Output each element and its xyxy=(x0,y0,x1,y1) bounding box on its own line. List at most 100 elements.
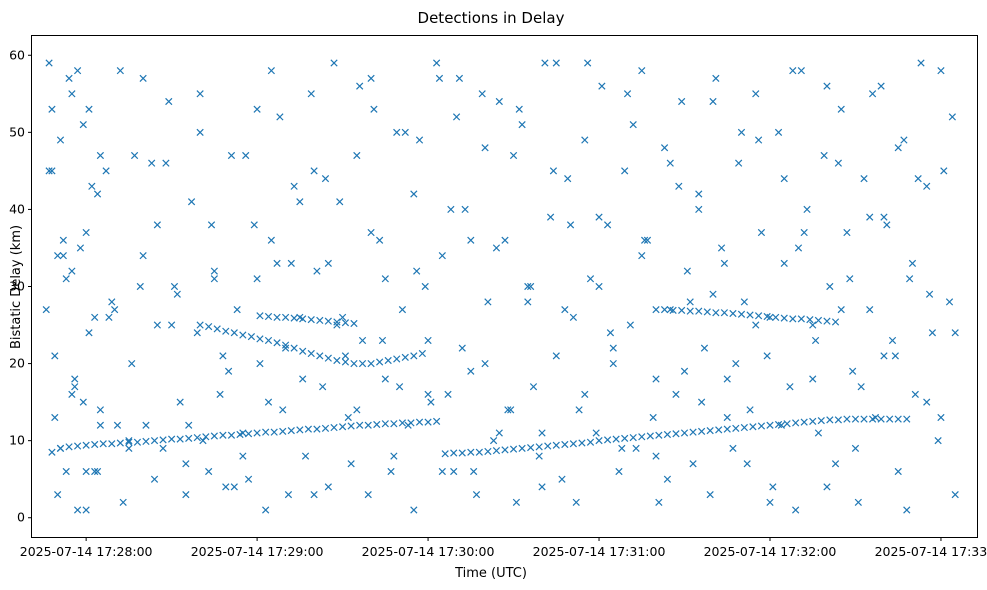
scatter-marker xyxy=(378,336,387,345)
scatter-marker xyxy=(96,421,105,429)
scatter-marker xyxy=(518,121,526,129)
scatter-marker xyxy=(227,151,236,160)
track-marker xyxy=(350,319,358,328)
track-marker xyxy=(800,418,808,426)
track-marker xyxy=(185,434,193,442)
scatter-marker xyxy=(253,105,261,113)
y-tick-label: 20 xyxy=(9,356,25,371)
scatter-marker xyxy=(729,444,737,452)
scatter-marker xyxy=(572,498,580,506)
scatter-marker xyxy=(501,236,509,244)
track-marker xyxy=(324,354,332,362)
scatter-marker xyxy=(720,259,729,268)
scatter-marker xyxy=(336,198,344,206)
scatter-marker xyxy=(928,329,937,337)
scatter-marker xyxy=(948,113,956,121)
track-marker xyxy=(595,437,603,445)
track-marker xyxy=(230,329,238,337)
track-marker xyxy=(706,427,714,435)
scatter-marker xyxy=(595,213,603,221)
scatter-marker xyxy=(484,298,492,306)
scatter-marker xyxy=(187,198,196,206)
scatter-marker xyxy=(672,390,680,399)
scatter-marker xyxy=(763,352,771,360)
scatter-marker xyxy=(142,421,150,429)
track-marker xyxy=(715,426,723,434)
scatter-marker xyxy=(432,59,441,67)
track-marker xyxy=(509,445,518,453)
scatter-marker xyxy=(222,483,230,491)
track-marker xyxy=(350,359,358,368)
scatter-marker xyxy=(797,67,805,75)
scatter-marker xyxy=(712,74,720,83)
scatter-marker xyxy=(470,467,478,476)
scatter-marker xyxy=(367,228,375,237)
track-marker xyxy=(695,307,703,315)
scatter-marker xyxy=(618,444,626,452)
track-marker xyxy=(116,439,124,447)
scatter-marker xyxy=(250,221,258,229)
scatter-marker xyxy=(792,506,800,514)
scatter-marker xyxy=(732,359,740,368)
scatter-marker xyxy=(393,128,401,136)
scatter-marker xyxy=(524,298,532,306)
scatter-marker xyxy=(595,282,603,291)
track-marker xyxy=(817,416,825,425)
scatter-marker xyxy=(438,467,446,476)
scatter-marker xyxy=(894,467,902,476)
track-marker xyxy=(780,314,788,322)
scatter-marker xyxy=(219,352,227,360)
scatter-marker xyxy=(461,205,469,214)
track-marker xyxy=(766,421,774,429)
scatter-marker xyxy=(900,136,908,144)
scatter-marker xyxy=(401,128,409,136)
track-marker xyxy=(296,426,304,434)
track-marker xyxy=(424,418,432,426)
track-marker xyxy=(393,355,401,363)
y-tick-label: 50 xyxy=(9,124,25,139)
scatter-marker xyxy=(937,67,945,75)
track-marker xyxy=(603,436,612,444)
scatter-marker xyxy=(945,298,954,306)
scatter-marker xyxy=(45,59,53,67)
x-tick-label: 2025-07-14 17:30:00 xyxy=(362,544,495,559)
scatter-marker xyxy=(603,221,612,229)
scatter-marker xyxy=(119,498,127,506)
scatter-marker xyxy=(438,252,446,260)
scatter-marker xyxy=(196,128,204,136)
track-marker xyxy=(193,433,201,442)
scatter-marker xyxy=(777,421,786,429)
scatter-marker xyxy=(524,282,532,291)
scatter-marker xyxy=(299,375,307,383)
track-marker xyxy=(82,441,90,449)
scatter-marker xyxy=(766,498,774,506)
scatter-marker xyxy=(883,221,891,229)
track-marker xyxy=(823,317,831,325)
track-marker xyxy=(484,447,492,456)
track-marker xyxy=(367,359,375,368)
track-marker xyxy=(732,424,740,432)
scatter-marker xyxy=(894,144,902,152)
scatter-marker xyxy=(233,305,241,314)
scatter-marker xyxy=(789,67,797,75)
scatter-marker xyxy=(834,159,843,167)
scatter-marker xyxy=(415,136,424,144)
scatter-marker xyxy=(752,321,760,329)
scatter-marker xyxy=(56,136,65,144)
track-marker xyxy=(544,442,552,450)
track-marker xyxy=(401,353,409,362)
track-marker xyxy=(789,315,797,323)
x-tick-label: 2025-07-14 17:31:00 xyxy=(533,544,666,559)
scatter-marker xyxy=(230,483,238,491)
track-marker xyxy=(125,438,133,446)
scatter-marker xyxy=(609,359,617,368)
scatter-marker xyxy=(535,452,543,460)
x-axis-label: Time (UTC) xyxy=(454,566,527,581)
track-marker xyxy=(356,421,364,429)
scatter-marker xyxy=(609,344,617,352)
scatter-marker xyxy=(105,313,113,321)
track-marker xyxy=(281,341,290,349)
track-marker xyxy=(247,332,256,341)
scatter-marker xyxy=(786,383,794,391)
scatter-marker xyxy=(71,375,79,383)
